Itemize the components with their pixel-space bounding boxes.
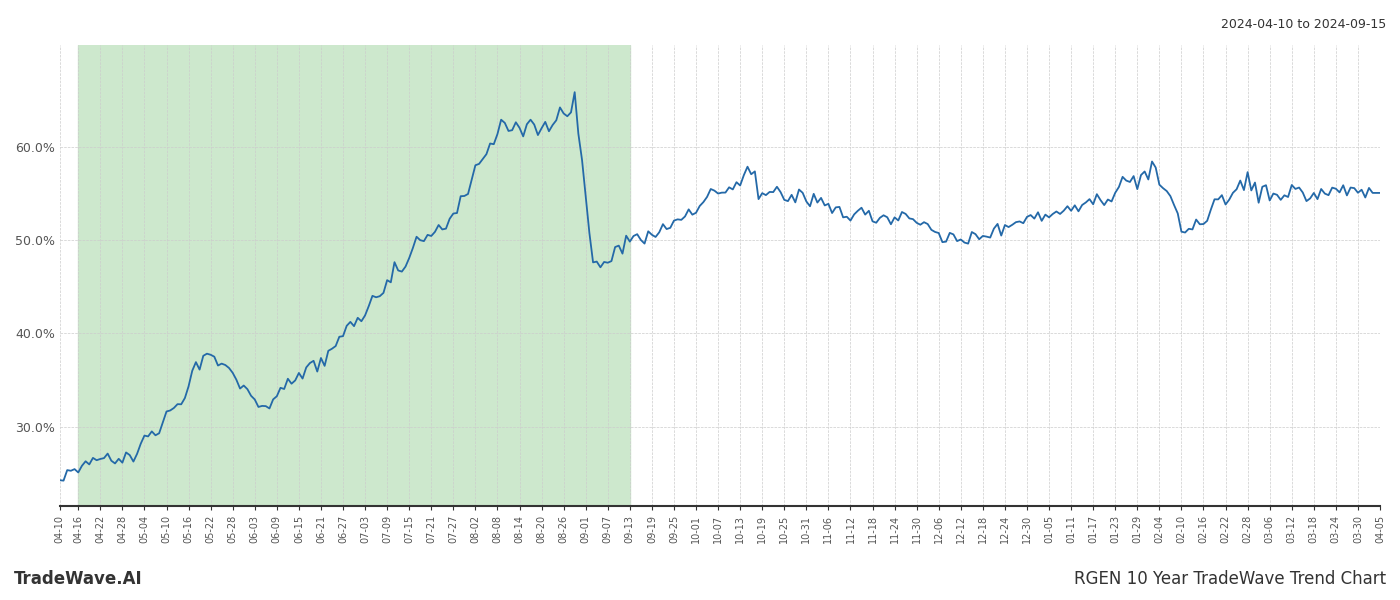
- Text: RGEN 10 Year TradeWave Trend Chart: RGEN 10 Year TradeWave Trend Chart: [1074, 570, 1386, 588]
- Text: TradeWave.AI: TradeWave.AI: [14, 570, 143, 588]
- Bar: [78, 45, 630, 506]
- Text: 2024-04-10 to 2024-09-15: 2024-04-10 to 2024-09-15: [1221, 18, 1386, 31]
